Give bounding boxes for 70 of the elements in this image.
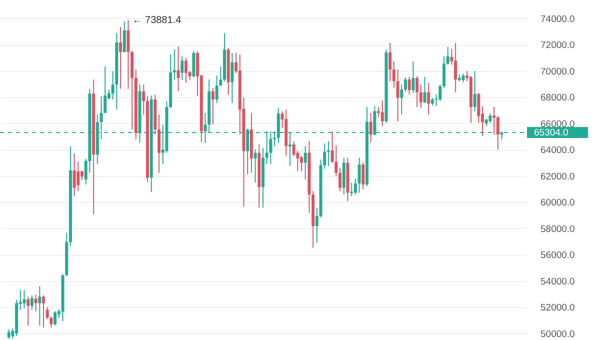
candlestick [416, 76, 419, 108]
candlestick [427, 82, 430, 116]
y-tick-label: 70000.0 [540, 66, 575, 78]
candlestick [230, 52, 234, 104]
candlestick [369, 112, 372, 143]
candlestick [492, 106, 496, 136]
candlestick [438, 84, 442, 102]
y-tick-label: 64000.0 [540, 145, 575, 156]
candlestick [7, 329, 10, 340]
candlestick [380, 100, 384, 127]
y-tick-label: 60000.0 [540, 198, 575, 209]
candlestick [442, 56, 446, 88]
ref-line-label: 65304.0 [534, 128, 568, 139]
candlestick [454, 42, 458, 93]
candlestick [192, 50, 196, 78]
y-tick-label: 52000.0 [540, 302, 575, 314]
candlestick [176, 46, 180, 92]
candlestick [38, 286, 42, 326]
candlestick [412, 60, 415, 94]
candlestick [184, 57, 188, 84]
candlestick [408, 76, 411, 96]
candlestick [34, 294, 38, 312]
y-tick-label: 56000.0 [540, 250, 575, 262]
candlestick [254, 149, 257, 184]
y-tick-label: 58000.0 [540, 224, 575, 235]
candlestick [377, 106, 380, 118]
candlestick [473, 70, 476, 112]
annotation: ← 73881.4 [132, 14, 182, 26]
candlestick [338, 167, 342, 192]
candlestick [350, 182, 354, 197]
y-tick-label: 66000.0 [540, 118, 575, 130]
candlestick [158, 114, 161, 174]
y-tick-label: 62000.0 [540, 171, 575, 182]
candlestick [304, 146, 307, 180]
candlestick [72, 153, 76, 197]
candlestick [496, 116, 500, 150]
candlestick [172, 49, 176, 80]
candlestick [326, 140, 330, 167]
candlestick [358, 157, 361, 194]
candlestick [396, 69, 400, 122]
candlestick [354, 178, 357, 195]
candlestick [419, 84, 422, 108]
y-tick-label: 54000.0 [540, 276, 575, 288]
candlestick [122, 20, 126, 54]
y-tick-label: 68000.0 [540, 92, 575, 104]
candlestick [30, 294, 34, 310]
candlestick [388, 42, 392, 82]
candlestick [42, 294, 46, 328]
candlestick [126, 19, 130, 90]
candlestick [404, 76, 407, 92]
candlestick [26, 296, 30, 326]
y-tick-label: 74000.0 [540, 14, 575, 25]
candlestick [215, 75, 218, 104]
candlestick [362, 162, 365, 190]
y-tick-label: 50000.0 [540, 328, 575, 340]
candlestick [315, 207, 318, 244]
candlestick [119, 26, 122, 90]
candlestick [477, 92, 480, 124]
candlestick [76, 160, 80, 192]
candlestick [423, 76, 426, 104]
y-tick-label: 72000.0 [540, 40, 575, 52]
candlestick [392, 60, 396, 88]
candlestick [400, 84, 404, 116]
candlestick [488, 113, 492, 124]
candlestick [142, 84, 146, 116]
candlestick [180, 56, 184, 81]
candlestick [211, 87, 214, 126]
candlestick [300, 156, 304, 172]
candlestick [446, 46, 450, 66]
candlestick [54, 310, 57, 326]
